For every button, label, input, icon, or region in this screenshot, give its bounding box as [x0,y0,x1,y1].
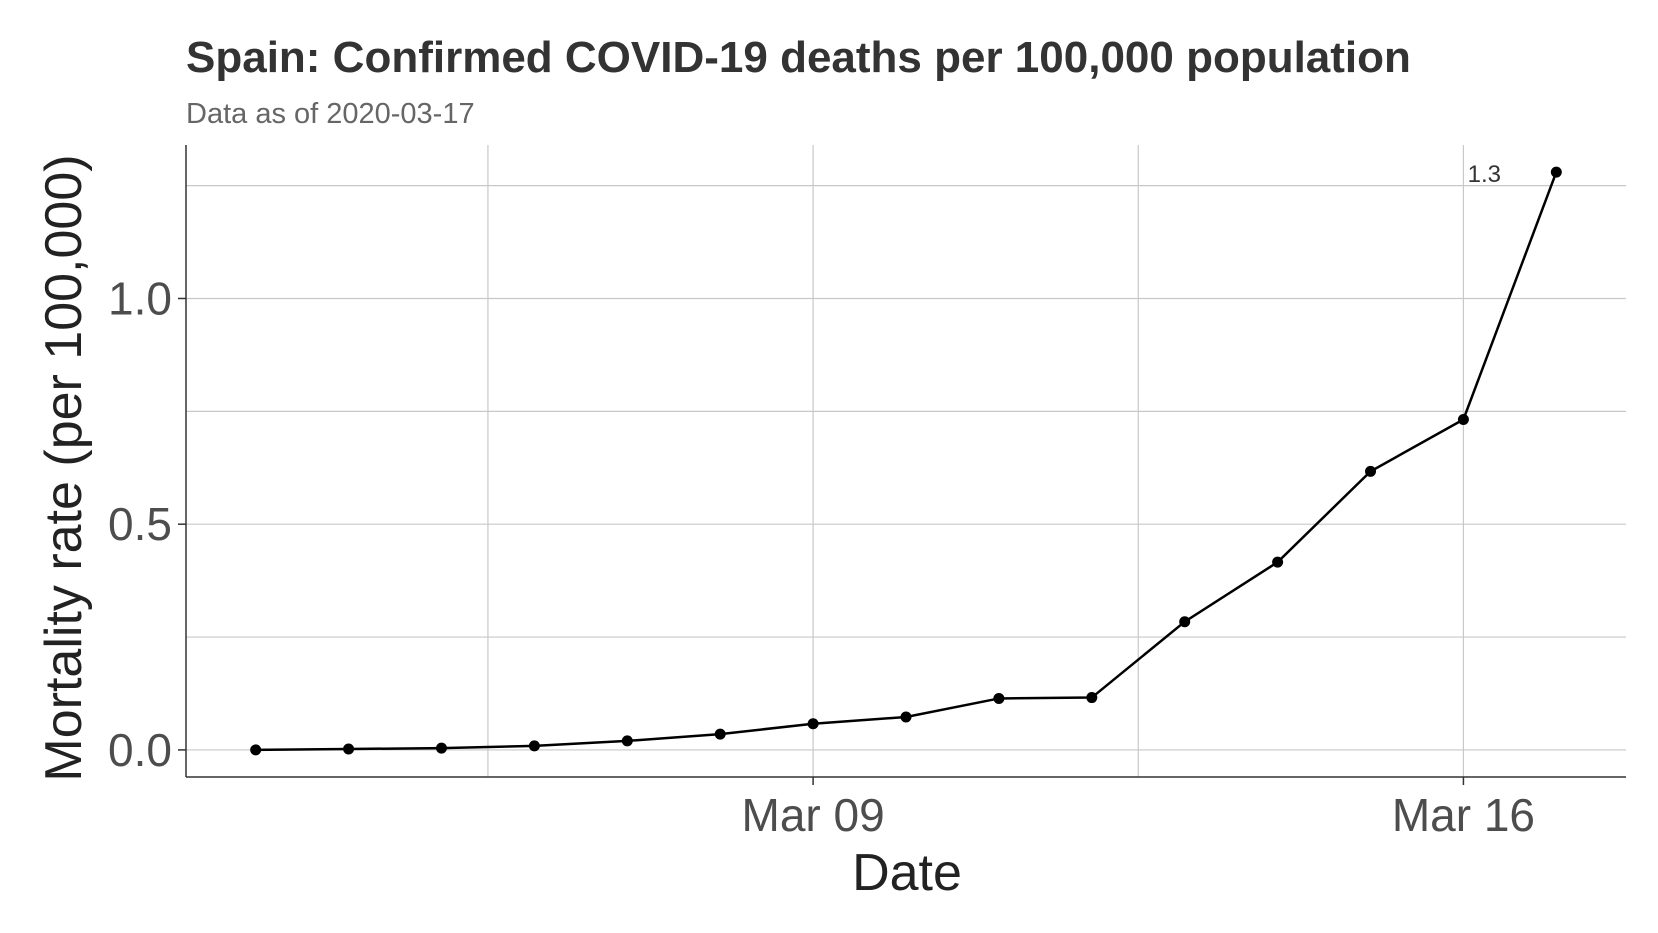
data-point [993,692,1005,704]
series [250,166,1562,756]
y-tick-label: 0.5 [108,498,172,550]
data-point [714,728,726,740]
data-point [1550,166,1562,178]
chart-title: Spain: Confirmed COVID-19 deaths per 100… [186,33,1411,82]
y-tick-label: 1.0 [108,272,172,324]
data-point [528,740,540,752]
data-point [250,744,262,756]
data-label: 1.3 [1468,161,1501,188]
chart-subtitle: Data as of 2020-03-17 [186,98,475,130]
data-point [343,743,355,755]
y-tick-label: 0.0 [108,724,172,776]
data-point [621,735,633,747]
data-point [1457,413,1469,425]
data-point [1272,556,1284,568]
data-point [807,718,819,730]
grid [186,145,1626,777]
data-point [1086,692,1098,704]
data-labels: 1.3 [1468,161,1501,188]
x-axis-title: Date [852,844,962,902]
data-point [1179,616,1191,628]
data-point [435,742,447,754]
data-point [900,711,912,723]
x-tick-label: Mar 16 [1392,789,1535,841]
series-line [255,171,1558,752]
y-axis-title: Mortality rate (per 100,000) [35,154,93,781]
x-tick-label: Mar 09 [742,789,885,841]
axes: 0.0 0.5 1.0 Mar 09 Mar 16 [108,145,1626,841]
data-point [1365,465,1377,477]
